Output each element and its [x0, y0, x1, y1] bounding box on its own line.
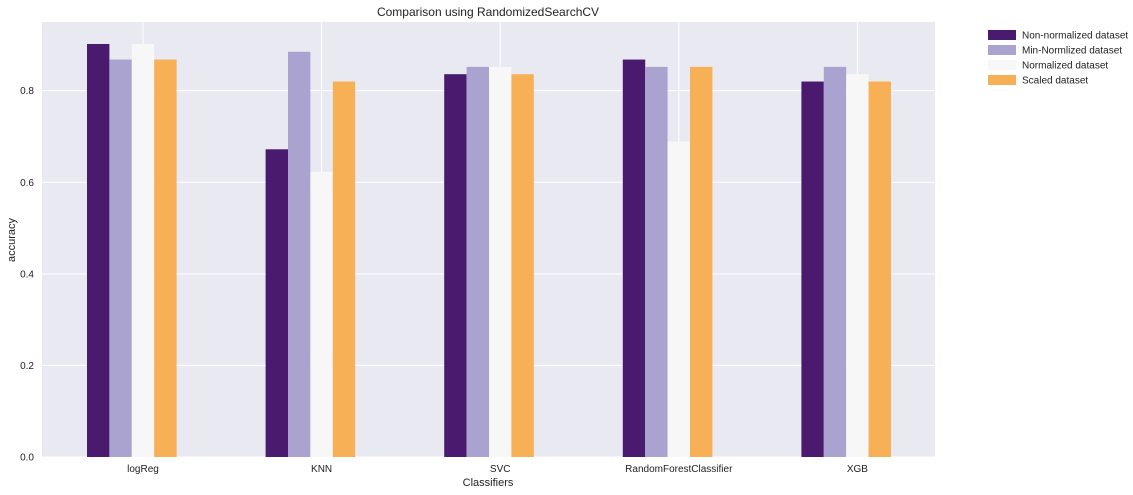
bar	[511, 74, 534, 457]
bars	[87, 43, 891, 458]
bar	[868, 81, 891, 458]
legend-swatch	[988, 45, 1016, 55]
bar	[846, 74, 869, 457]
bar	[109, 59, 132, 458]
y-axis-label: accuracy	[6, 217, 18, 262]
x-tick-label: RandomForestClassifier	[625, 464, 733, 475]
bar	[154, 59, 177, 458]
bar	[310, 171, 333, 458]
bar	[667, 141, 690, 457]
bar	[466, 66, 489, 457]
bar	[131, 43, 155, 458]
bar	[332, 81, 356, 458]
legend-label: Scaled dataset	[1022, 76, 1088, 87]
bar	[645, 66, 668, 457]
bar	[265, 149, 288, 457]
x-tick-labels: logReg KNN SVC RandomForestClassifier XGB	[127, 464, 868, 475]
legend-label: Min-Normlized dataset	[1022, 46, 1122, 57]
bar	[823, 66, 847, 457]
y-tick-label: 0.0	[20, 453, 34, 464]
legend-label: Normalized dataset	[1022, 61, 1108, 72]
legend-swatch	[988, 60, 1016, 70]
y-tick-label: 0.4	[20, 269, 34, 280]
chart-title: Comparison using RandomizedSearchCV	[377, 5, 599, 19]
bar	[288, 51, 311, 458]
y-tick-labels: 0.0 0.2 0.4 0.6 0.8	[20, 86, 34, 463]
x-tick-label: XGB	[847, 464, 868, 475]
legend-swatch	[988, 30, 1016, 40]
y-tick-label: 0.6	[20, 178, 34, 189]
y-tick-label: 0.8	[20, 86, 34, 97]
bar	[489, 66, 512, 457]
x-tick-label: KNN	[311, 464, 332, 475]
bar	[622, 59, 646, 458]
legend-label: Non-normalized dataset	[1022, 31, 1128, 42]
x-tick-label: SVC	[490, 464, 511, 475]
bar	[690, 66, 713, 457]
legend-swatch	[988, 75, 1016, 85]
legend: Non-normalized dataset Min-Normlized data…	[988, 30, 1128, 87]
y-tick-label: 0.2	[20, 361, 34, 372]
bar	[801, 81, 824, 458]
bar	[444, 74, 467, 457]
x-tick-label: logReg	[127, 464, 159, 475]
x-axis-label: Classifiers	[463, 477, 514, 489]
bar	[87, 43, 110, 458]
